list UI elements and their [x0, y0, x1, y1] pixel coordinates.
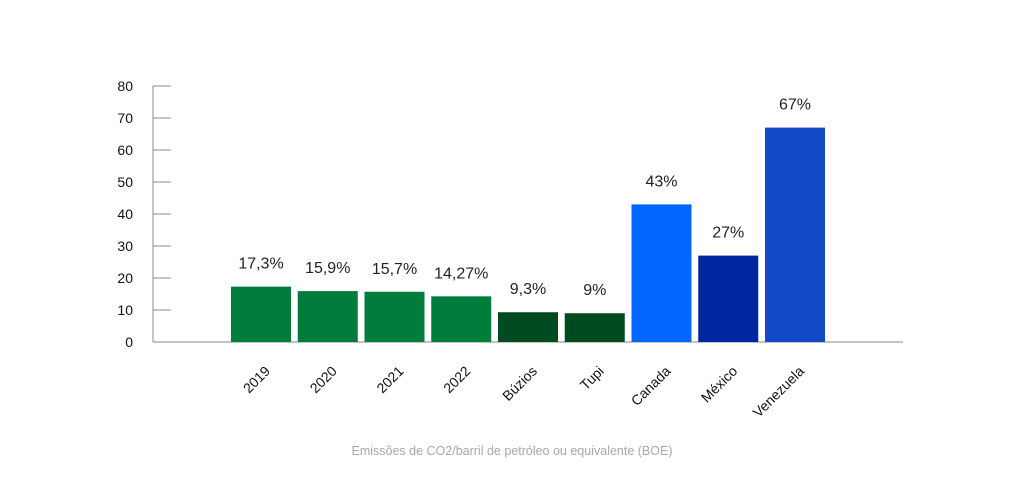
- data-labels: 17,3% 15,9% 15,7% 14,27% 9,3% 9% 43% 27% 67%: [238, 97, 811, 300]
- data-label: 43%: [645, 173, 677, 190]
- data-label: 9,3%: [510, 281, 546, 298]
- category-label: 2021: [373, 363, 406, 396]
- data-label: 15,9%: [305, 260, 350, 277]
- category-label: Tupi: [577, 363, 607, 393]
- category-labels: 2019 2020 2021 2022 Búzios Tupi Canada México Ve…: [240, 363, 807, 421]
- y-tick-label: 20: [117, 270, 133, 286]
- y-tick-label: 0: [125, 334, 133, 350]
- y-tick-label: 60: [117, 142, 133, 158]
- bar-tupi: [564, 313, 625, 342]
- y-tick-label: 70: [117, 110, 133, 126]
- data-label: 17,3%: [238, 256, 283, 273]
- data-label: 9%: [583, 282, 606, 299]
- category-label: 2022: [440, 363, 473, 396]
- bar-búzios: [498, 312, 558, 342]
- category-label: 2019: [240, 363, 273, 396]
- data-label: 14,27%: [434, 265, 488, 282]
- bar-venezuela: [765, 127, 825, 342]
- y-tick-label: 50: [117, 174, 133, 190]
- category-label: 2020: [307, 363, 340, 396]
- category-label: Canada: [628, 363, 674, 409]
- y-tick-label: 10: [117, 302, 133, 318]
- y-tick-label: 30: [117, 238, 133, 254]
- y-tick-label: 80: [117, 78, 133, 94]
- bar-2021: [364, 291, 425, 342]
- bar-méxico: [698, 255, 759, 342]
- y-tick-label: 40: [117, 206, 133, 222]
- category-label: Venezuela: [750, 363, 808, 421]
- data-label: 27%: [712, 225, 744, 242]
- bar-2019: [231, 286, 291, 342]
- bar-2022: [431, 296, 492, 342]
- bars: [231, 127, 825, 342]
- data-label: 15,7%: [372, 261, 417, 278]
- chart-caption: Emissões de CO2/barril de petróleo ou eq…: [351, 444, 673, 458]
- bar-canada: [631, 204, 692, 342]
- bar-2020: [297, 291, 358, 342]
- category-label: México: [698, 363, 741, 406]
- category-label: Búzios: [499, 363, 540, 404]
- data-label: 67%: [779, 97, 811, 114]
